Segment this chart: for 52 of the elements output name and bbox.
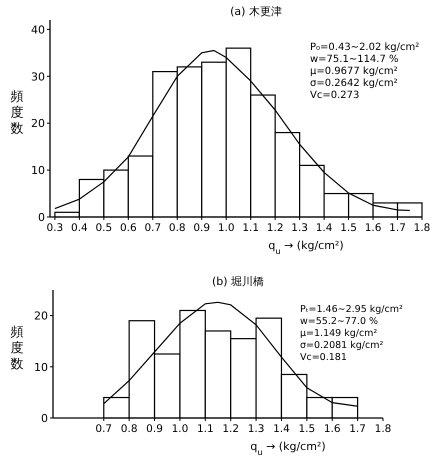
x-tick-label: 1.5 xyxy=(340,222,357,234)
x-tick-label: 1.4 xyxy=(273,423,290,435)
y-tick-label: 20 xyxy=(31,117,45,130)
y-tick-label: 0 xyxy=(41,412,48,425)
x-tick-label: 1.8 xyxy=(414,222,430,234)
x-tick-label: 0.3 xyxy=(46,222,64,234)
x-tick-label: 1.0 xyxy=(218,222,235,234)
x-tick-label: 0.5 xyxy=(95,222,112,234)
x-tick-label: 1.7 xyxy=(349,423,366,435)
x-axis-title: q$_{u}$ → (kg/cm²) xyxy=(250,440,326,457)
x-tick-label: 0.7 xyxy=(95,423,112,435)
x-tick-label: 1.6 xyxy=(364,222,382,234)
x-tick-label: 0.6 xyxy=(120,222,137,234)
y-axis-title: 頻度数 xyxy=(10,325,24,372)
y-tick-label: 40 xyxy=(31,23,45,36)
x-tick-label: 1.8 xyxy=(374,423,392,435)
x-tick-label: 1.3 xyxy=(248,423,264,435)
x-tick-label: 0.9 xyxy=(146,423,163,435)
y-tick-label: 20 xyxy=(34,310,48,323)
y-tick-label: 0 xyxy=(38,211,45,224)
x-tick-label: 1.2 xyxy=(266,222,284,234)
x-tick-label: 0.9 xyxy=(193,222,210,234)
annotation: σ=0.2642 kg/cm² xyxy=(310,78,398,89)
x-tick-label: 1.0 xyxy=(172,423,188,435)
annotation: Vc=0.273 xyxy=(310,90,360,101)
annotation: P₀=0.43~2.02 kg/cm² xyxy=(310,42,420,53)
annotation: w=55.2~77.0 % xyxy=(300,316,378,327)
x-tick-label: 1.6 xyxy=(324,423,341,435)
x-tick-label: 1.1 xyxy=(242,222,260,234)
x-tick-label: 0.8 xyxy=(120,423,138,435)
chart-title: (a) 木更津 xyxy=(230,5,282,18)
y-tick-label: 10 xyxy=(31,164,45,178)
chart-title: (b) 堀川橋 xyxy=(212,275,264,288)
x-tick-label: 1.3 xyxy=(291,222,308,234)
annotation: Pₜ=1.46~2.95 kg/cm² xyxy=(300,304,403,315)
y-tick-label: 30 xyxy=(31,70,45,84)
y-axis-title: 頻度数 xyxy=(10,90,24,136)
x-tick-label: 0.4 xyxy=(71,222,88,234)
x-tick-label: 0.8 xyxy=(168,222,186,234)
x-tick-label: 1.7 xyxy=(389,222,406,234)
annotation: Vc=0.181 xyxy=(300,352,347,363)
x-tick-label: 1.4 xyxy=(316,222,333,234)
x-tick-label: 0.7 xyxy=(144,222,162,234)
x-tick-label: 1.2 xyxy=(222,423,240,435)
y-tick-label: 10 xyxy=(34,360,48,374)
annotation: μ=1.149 kg/cm² xyxy=(300,328,378,339)
x-tick-label: 1.5 xyxy=(298,423,316,435)
annotation: w=75.1~114.7 % xyxy=(310,54,399,65)
x-axis-title: q$_{u}$ → (kg/cm²) xyxy=(268,239,344,256)
x-tick-label: 1.1 xyxy=(196,423,214,435)
annotation: μ=0.9677 kg/cm² xyxy=(310,66,398,77)
annotation: σ=0.2081 kg/cm² xyxy=(300,340,384,351)
